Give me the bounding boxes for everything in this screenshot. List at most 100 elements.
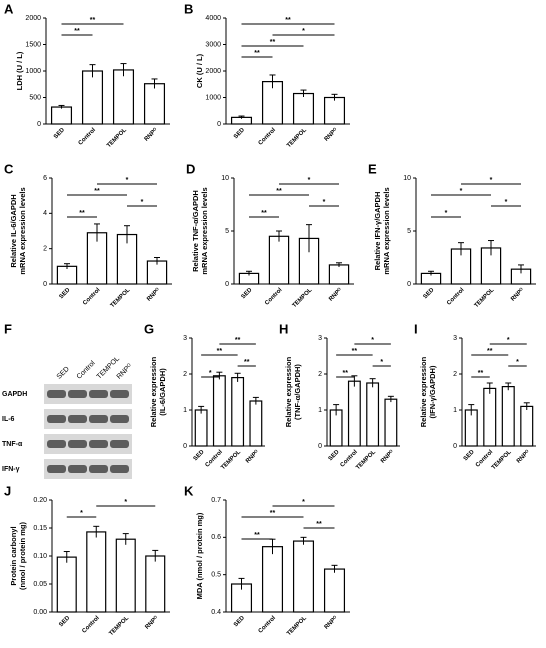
significance-label: ** [261, 210, 267, 217]
bar [323, 568, 346, 613]
x-tick-label: RNPᴼ [145, 287, 161, 303]
x-tick-label: RNPᴼ [323, 615, 339, 631]
significance-label: ** [79, 210, 85, 217]
x-tick-label: SED [233, 127, 246, 140]
x-tick-label: SED [241, 287, 254, 300]
blot-band [89, 465, 108, 473]
y-tick-label: 0.7 [211, 497, 221, 504]
panel-label: E [368, 161, 377, 176]
x-tick-label: TEMPOL [286, 127, 308, 149]
significance-label: * [209, 370, 212, 377]
y-axis-label: (nmol / protein mg) [18, 522, 27, 590]
bar [231, 377, 245, 447]
y-tick-label: 0 [318, 443, 322, 450]
panel-label: B [184, 1, 193, 16]
blot-band [110, 390, 129, 398]
y-tick-label: 0 [225, 281, 229, 288]
blot-band [47, 415, 66, 423]
y-tick-label: 0.6 [211, 534, 221, 541]
y-tick-label: 2 [43, 246, 47, 253]
x-tick-label: RNPᴼ [509, 287, 525, 303]
panel-label: H [279, 321, 288, 336]
panel-label: A [4, 1, 14, 16]
bar [483, 387, 497, 447]
significance-label: ** [90, 17, 96, 24]
y-tick-label: 4000 [205, 15, 221, 22]
bar [143, 83, 166, 125]
bar [292, 92, 315, 125]
y-axis-label: Relative IL-6/GAPDH [9, 194, 18, 267]
y-tick-label: 5 [407, 228, 411, 235]
x-tick-label: SED [53, 127, 66, 140]
y-tick-label: 5 [225, 228, 229, 235]
y-axis-label: mRNA expression levels [18, 187, 27, 274]
y-tick-label: 0.20 [33, 497, 47, 504]
y-tick-label: 0.5 [211, 572, 221, 579]
bar [366, 382, 380, 447]
y-tick-label: 0.10 [33, 553, 47, 560]
x-tick-label: Control [258, 615, 278, 635]
x-tick-label: SED [233, 615, 246, 628]
y-tick-label: 0.4 [211, 609, 221, 616]
panel-label: J [4, 483, 11, 498]
blot-band [68, 415, 87, 423]
panel-label: C [4, 161, 14, 176]
significance-label: * [507, 337, 510, 344]
y-axis-label: mRNA expression levels [382, 187, 391, 274]
bar [347, 380, 361, 447]
x-tick-label: RNPᴼ [327, 287, 343, 303]
y-axis-label: (IL-6/GAPDH) [158, 368, 167, 416]
significance-label: ** [276, 188, 282, 195]
significance-label: ** [235, 337, 241, 344]
blot-strip [44, 459, 132, 479]
x-tick-label: Control [81, 615, 101, 635]
y-axis-label: Protein carbonyl [9, 526, 18, 585]
blot-row-label: GAPDH [2, 391, 27, 398]
significance-label: ** [94, 188, 100, 195]
y-tick-label: 0 [43, 281, 47, 288]
y-tick-label: 3 [453, 335, 457, 342]
y-tick-label: 2 [183, 371, 187, 378]
y-axis-label: mRNA expression levels [200, 187, 209, 274]
x-tick-label: Control [82, 287, 102, 307]
bar [323, 96, 346, 125]
x-tick-label: Control [258, 127, 278, 147]
panel-label: D [186, 161, 195, 176]
x-tick-label: TEMPOL [474, 287, 496, 309]
bar [112, 69, 135, 125]
significance-label: * [380, 359, 383, 366]
y-tick-label: 0 [217, 121, 221, 128]
x-tick-label: TEMPOL [106, 127, 128, 149]
lane-label: Control [76, 359, 97, 380]
significance-label: ** [316, 521, 322, 528]
x-tick-label: RNPᴼ [244, 449, 260, 465]
blot-strip [44, 409, 132, 429]
x-tick-label: SED [193, 449, 206, 462]
y-axis-label: Relative expression [419, 356, 428, 427]
blot-strip [44, 384, 132, 404]
y-tick-label: 0 [37, 121, 41, 128]
significance-label: * [302, 499, 305, 506]
x-tick-label: RNPᴼ [515, 449, 531, 465]
y-tick-label: 1 [453, 407, 457, 414]
y-tick-label: 500 [29, 94, 41, 101]
y-tick-label: 3000 [205, 41, 221, 48]
y-tick-label: 2000 [25, 15, 41, 22]
y-tick-label: 0.05 [33, 581, 47, 588]
y-tick-label: 1000 [25, 68, 41, 75]
y-tick-label: 3 [183, 335, 187, 342]
y-tick-label: 2000 [205, 68, 221, 75]
x-tick-label: TEMPOL [491, 449, 513, 471]
x-tick-label: SED [328, 449, 341, 462]
y-tick-label: 1000 [205, 94, 221, 101]
significance-label: * [124, 499, 127, 506]
bar [50, 106, 73, 125]
blot-band [68, 390, 87, 398]
y-tick-label: 1 [318, 407, 322, 414]
significance-label: * [460, 188, 463, 195]
x-tick-label: TEMPOL [355, 449, 377, 471]
blot-strip [44, 434, 132, 454]
bar [384, 398, 398, 447]
panel-label: K [184, 483, 194, 498]
significance-label: ** [217, 348, 223, 355]
